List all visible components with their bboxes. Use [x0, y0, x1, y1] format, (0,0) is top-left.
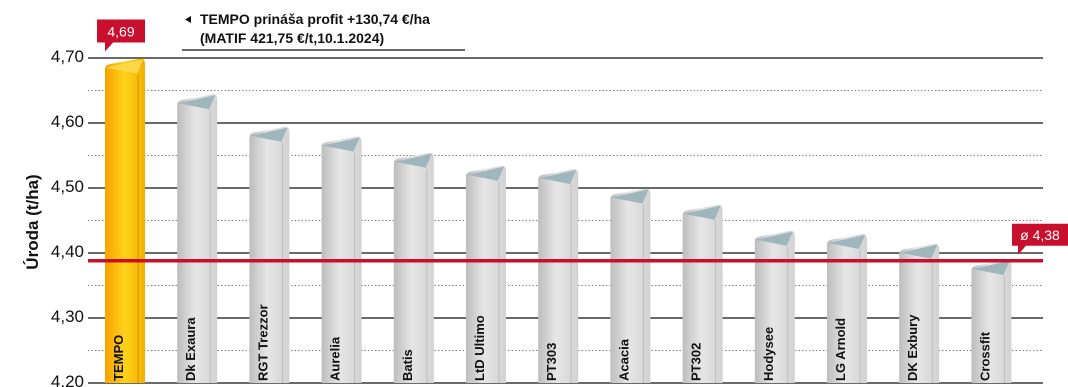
bar-cap [394, 153, 432, 168]
y-tick-label: 4,70 [51, 47, 84, 66]
bar-body [827, 234, 867, 383]
bar-body [754, 230, 795, 383]
bar-cap [178, 95, 216, 110]
bar-cap [972, 261, 1010, 275]
bar: Crossfit [971, 260, 1012, 383]
category-label: Hodysee [761, 327, 776, 381]
bar-cap [900, 244, 938, 259]
annotation-line-1: TEMPO prináša profit +130,74 €/ha [200, 11, 430, 27]
y-tick-label: 4,60 [51, 112, 84, 131]
bars: TEMPO Dk Exaura RGT Trezzor Aurelia Batis LtD… [97, 19, 1012, 383]
category-label: PT303 [544, 343, 559, 381]
bar-body [899, 243, 940, 383]
category-label: LG Arnold [833, 318, 848, 381]
bar-highlight-cap [106, 59, 143, 74]
bar-cap [611, 189, 649, 204]
average-label: ø 4,38 [1020, 227, 1060, 243]
category-label: Acacia [616, 338, 631, 381]
bar-cap [322, 137, 360, 152]
y-tick-label: 4,20 [51, 372, 84, 387]
category-label: TEMPO [111, 335, 126, 381]
annotation-arrow-icon [185, 16, 191, 23]
bar: LG Arnold [827, 234, 867, 383]
y-axis-ticks: 4,20 4,30 4,40 4,50 4,60 4,70 [51, 47, 84, 387]
bar-cap [828, 235, 865, 249]
category-label: Dk Exaura [183, 317, 198, 381]
bar-body [177, 94, 218, 383]
bar-body [610, 188, 651, 383]
y-tick-label: 4,40 [51, 242, 84, 261]
y-tick-label: 4,50 [51, 177, 84, 196]
bar-body [466, 165, 506, 383]
bar: Hodysee [754, 230, 795, 383]
highlight-value-label: 4,69 [107, 24, 134, 40]
annotation-line-2: (MATIF 421,75 €/t,10.1.2024) [200, 30, 384, 46]
bar: Acacia [610, 188, 651, 383]
badge-shape [97, 19, 145, 52]
bar-cap [250, 127, 288, 142]
y-axis-label: Úroda (t/ha) [23, 174, 42, 269]
bar-body [971, 260, 1012, 383]
bar-body [249, 126, 290, 383]
bar-body [538, 169, 579, 383]
bar-cap [467, 166, 504, 181]
category-label: Aurelia [328, 336, 343, 381]
average-line-group: ø 4,38 [88, 223, 1068, 263]
category-label: PT302 [689, 343, 704, 381]
bar: Dk Exaura [177, 94, 218, 383]
category-label: Batis [400, 349, 415, 381]
category-label: LtD Ultimo [472, 315, 487, 381]
bar: PT303 [538, 169, 579, 383]
category-label: RGT Trezzor [255, 304, 270, 381]
category-label: Crossfit [977, 331, 992, 381]
bar: Batis [393, 152, 434, 383]
bar-body [393, 152, 434, 383]
category-label: DK Exbury [905, 314, 920, 381]
average-badge: ø 4,38 [1012, 223, 1068, 255]
bar-highlight: TEMPO [105, 58, 145, 383]
bar-highlight-body [105, 58, 145, 383]
bar: RGT Trezzor [249, 126, 290, 383]
bar: DK Exbury [899, 243, 940, 383]
bar-body [682, 204, 723, 383]
bar-cap [755, 231, 793, 246]
bar-cap [683, 205, 721, 220]
average-badge-shape [1012, 223, 1068, 255]
y-tick-label: 4,30 [51, 307, 84, 326]
highlight-value-badge: 4,69 [97, 19, 145, 52]
bar: PT302 [682, 204, 723, 383]
bar-cap [539, 170, 577, 184]
bar: LtD Ultimo [466, 165, 506, 383]
annotation-group: TEMPO prináša profit +130,74 €/ha (MATIF… [182, 11, 465, 51]
